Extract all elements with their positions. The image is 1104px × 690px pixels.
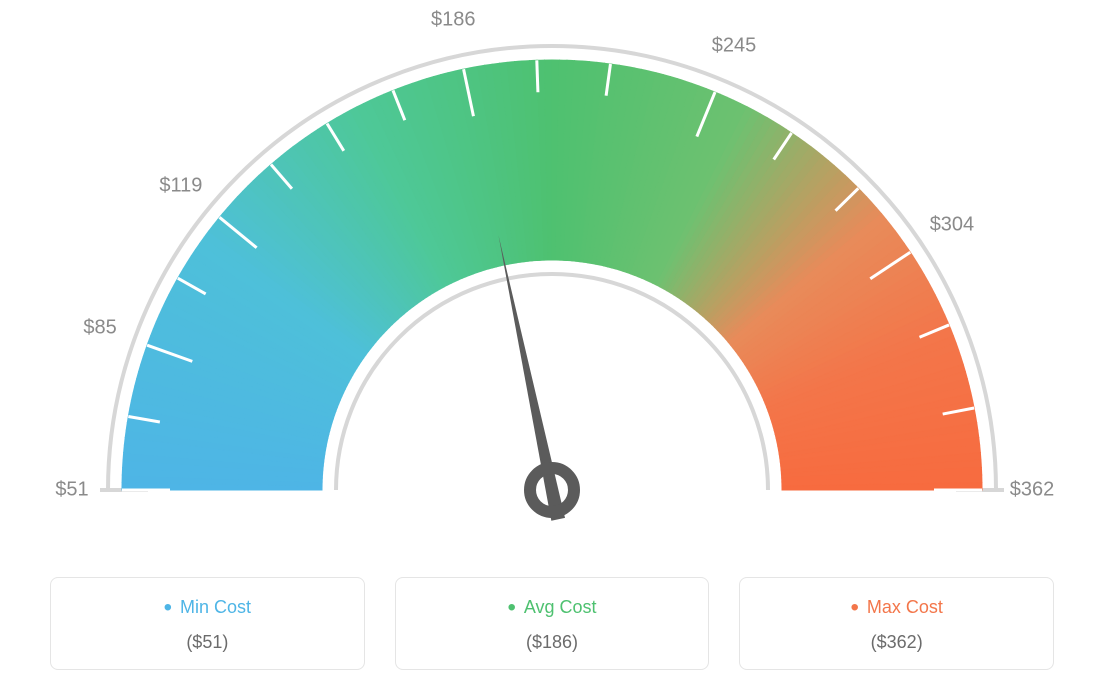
legend-avg: Avg Cost ($186) xyxy=(395,577,710,670)
legend-max-value: ($362) xyxy=(760,632,1033,653)
legend-max-label: Max Cost xyxy=(760,594,1033,622)
legend-row: Min Cost ($51) Avg Cost ($186) Max Cost … xyxy=(50,577,1054,670)
chart-container: $51 $85 $119 $186 $245 $304 $362 Min Cost ($51… xyxy=(0,0,1104,690)
gauge-svg xyxy=(0,0,1104,560)
gauge-tick-label: $51 xyxy=(55,479,88,502)
gauge-tick-label: $362 xyxy=(1010,479,1055,502)
gauge-tick-label: $85 xyxy=(83,317,116,340)
gauge-tick-label: $186 xyxy=(431,9,476,32)
gauge-tick-label: $304 xyxy=(930,213,975,236)
legend-avg-label: Avg Cost xyxy=(416,594,689,622)
legend-max: Max Cost ($362) xyxy=(739,577,1054,670)
legend-min-label: Min Cost xyxy=(71,594,344,622)
gauge-tick-label: $119 xyxy=(159,174,202,197)
gauge-tick-label: $245 xyxy=(712,34,757,57)
gauge-chart: $51 $85 $119 $186 $245 $304 $362 xyxy=(0,0,1104,560)
legend-min: Min Cost ($51) xyxy=(50,577,365,670)
legend-min-value: ($51) xyxy=(71,632,344,653)
legend-avg-value: ($186) xyxy=(416,632,689,653)
